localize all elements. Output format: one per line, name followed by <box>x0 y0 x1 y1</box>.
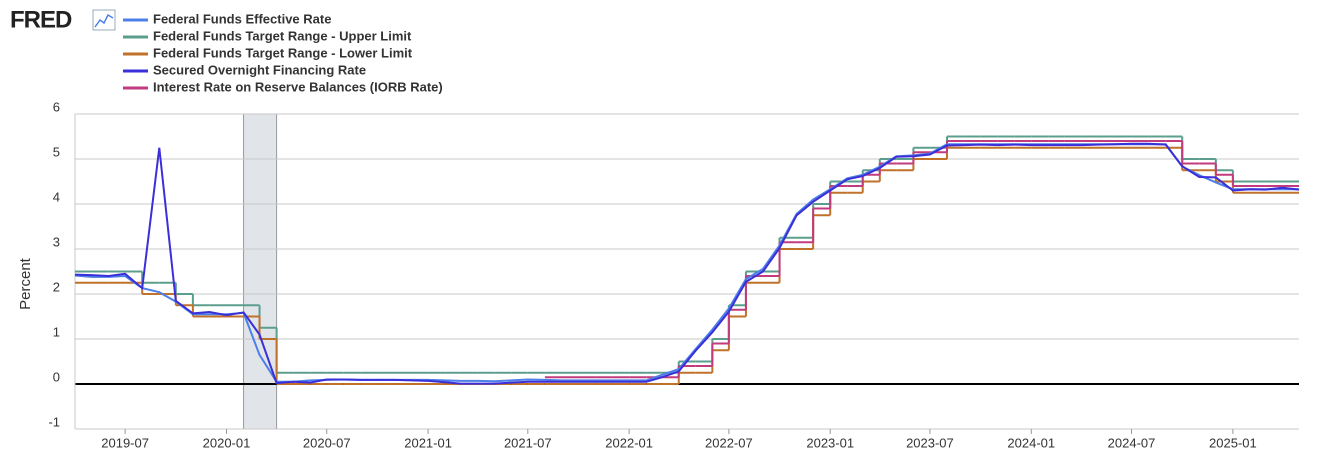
x-tick-label: 2022-01 <box>605 435 653 450</box>
y-tick-label: 4 <box>53 189 60 204</box>
x-tick-label: 2025-01 <box>1209 435 1257 450</box>
x-tick-label: 2024-07 <box>1108 435 1156 450</box>
x-tick-label: 2021-07 <box>504 435 552 450</box>
legend-label: Federal Funds Target Range - Lower Limit <box>153 45 413 60</box>
legend-label: Federal Funds Target Range - Upper Limit <box>153 28 412 43</box>
x-tick-label: 2020-01 <box>203 435 251 450</box>
x-tick-label: 2022-07 <box>705 435 753 450</box>
y-tick-label: -1 <box>48 414 60 429</box>
x-tick-label: 2023-01 <box>806 435 854 450</box>
recession-shading <box>243 113 278 430</box>
logo: FRED <box>10 6 72 33</box>
y-tick-label: 2 <box>53 279 60 294</box>
y-tick-label: 6 <box>53 99 60 114</box>
x-tick-label: 2024-01 <box>1007 435 1055 450</box>
x-tick-label: 2021-01 <box>404 435 452 450</box>
y-tick-label: 5 <box>53 144 60 159</box>
legend-label: Interest Rate on Reserve Balances (IORB … <box>153 79 443 94</box>
y-axis-label: Percent <box>17 257 34 310</box>
x-tick-label: 2020-07 <box>303 435 351 450</box>
y-tick-label: 1 <box>53 324 60 339</box>
x-tick-label: 2019-07 <box>101 435 149 450</box>
legend-label: Federal Funds Effective Rate <box>153 11 331 26</box>
y-tick-label: 0 <box>53 369 60 384</box>
logo-icon <box>92 9 116 31</box>
legend-label: Secured Overnight Financing Rate <box>153 62 366 77</box>
x-tick-label: 2023-07 <box>906 435 954 450</box>
series-line <box>74 142 1300 385</box>
legend: Federal Funds Effective Rate Federal Fund… <box>123 11 443 94</box>
y-tick-label: 3 <box>53 234 60 249</box>
